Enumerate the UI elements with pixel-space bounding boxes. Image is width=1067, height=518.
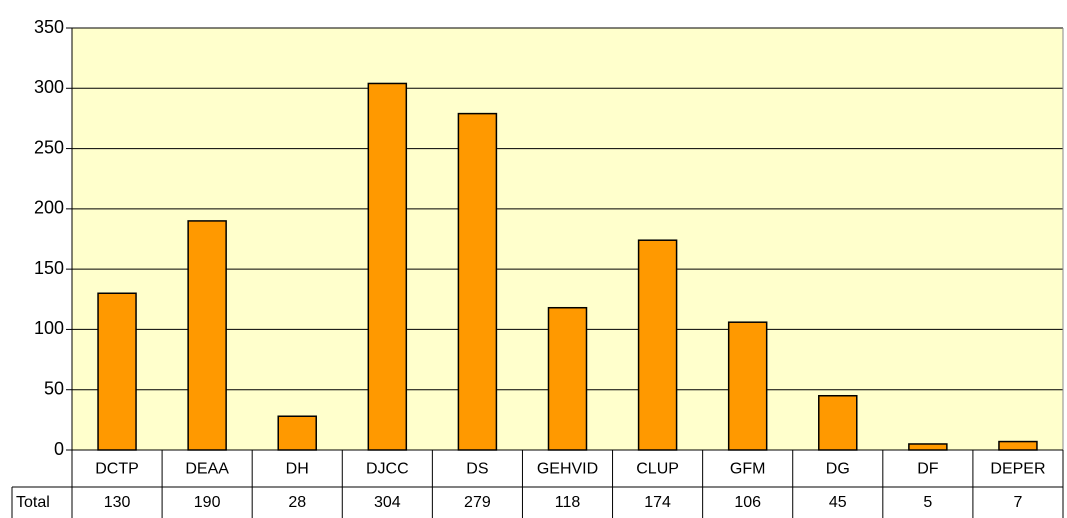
bar bbox=[277, 415, 317, 451]
x-tick-label: DEPER bbox=[990, 461, 1045, 478]
x-tick-label: DF bbox=[917, 461, 939, 478]
table-value: 190 bbox=[194, 494, 221, 511]
x-tick-label: DJCC bbox=[366, 461, 409, 478]
y-tick-label: 350 bbox=[34, 17, 64, 37]
bar bbox=[457, 112, 498, 451]
x-tick-label: DG bbox=[826, 461, 850, 478]
y-tick-label: 250 bbox=[34, 137, 64, 157]
table-value: 5 bbox=[923, 494, 932, 511]
bar bbox=[998, 440, 1038, 451]
x-tick-label: DS bbox=[466, 461, 488, 478]
x-tick-label: DCTP bbox=[95, 461, 139, 478]
y-tick-label: 50 bbox=[44, 378, 64, 398]
x-tick-label: GFM bbox=[730, 461, 766, 478]
table-value: 45 bbox=[829, 494, 847, 511]
y-tick-label: 150 bbox=[34, 258, 64, 278]
y-tick-label: 300 bbox=[34, 77, 64, 97]
bar bbox=[97, 292, 137, 451]
y-tick-label: 200 bbox=[34, 198, 64, 218]
y-tick-label: 100 bbox=[34, 318, 64, 338]
x-tick-label: DH bbox=[286, 461, 309, 478]
table-value: 7 bbox=[1014, 494, 1023, 511]
table-value: 304 bbox=[374, 494, 401, 511]
bar bbox=[547, 306, 588, 451]
table-value: 118 bbox=[555, 494, 581, 511]
table-series-name: Total bbox=[16, 494, 50, 511]
bar bbox=[908, 443, 948, 451]
table-value: 28 bbox=[288, 494, 306, 511]
x-tick-label: CLUP bbox=[636, 461, 679, 478]
table-value: 279 bbox=[464, 494, 491, 511]
bar bbox=[187, 220, 227, 451]
bar bbox=[818, 394, 858, 451]
table-value: 174 bbox=[644, 494, 671, 511]
y-tick-label: 0 bbox=[54, 439, 64, 459]
x-tick-label: DEAA bbox=[185, 461, 229, 478]
table-value: 106 bbox=[734, 494, 761, 511]
bar bbox=[727, 321, 768, 451]
x-tick-label: GEHVID bbox=[537, 461, 598, 478]
bar bbox=[367, 82, 408, 451]
table-value: 130 bbox=[104, 494, 131, 511]
bar bbox=[637, 239, 678, 451]
